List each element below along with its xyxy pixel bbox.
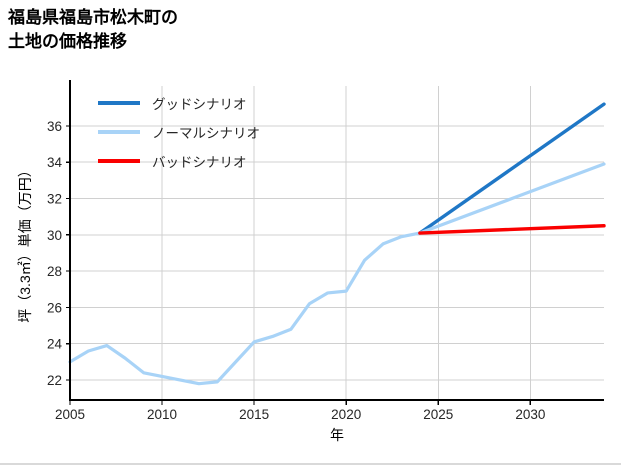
legend-label-3: バッドシナリオ xyxy=(152,155,247,170)
x-tick-label: 2025 xyxy=(423,407,453,422)
series-group xyxy=(68,102,606,386)
y-axis-tick-labels: 22 24 26 28 30 32 34 36 xyxy=(47,119,63,388)
y-tick-label: 24 xyxy=(47,337,63,352)
x-tick-label: 2010 xyxy=(147,407,177,422)
series-line-3 xyxy=(418,224,606,235)
y-tick-label: 36 xyxy=(47,119,62,134)
axis-spines xyxy=(68,80,604,402)
y-tick-label: 30 xyxy=(47,228,62,243)
y-tick-label: 32 xyxy=(47,192,62,207)
legend-label-1: グッドシナリオ xyxy=(152,97,247,112)
y-tick-label: 28 xyxy=(47,264,62,279)
page-title: 福島県福島市松木町の 土地の価格推移 xyxy=(8,8,178,52)
y-axis-title: 坪（3.3㎡）単価（万円） xyxy=(17,163,33,322)
series-line-1 xyxy=(418,102,606,235)
y-tick-label: 26 xyxy=(47,300,62,315)
legend-label-2: ノーマルシナリオ xyxy=(152,126,260,141)
axis-titles-group: 年 坪（3.3㎡）単価（万円） xyxy=(17,163,344,443)
x-tick-label: 2020 xyxy=(331,407,361,422)
gridlines-group xyxy=(69,86,604,400)
x-tick-label: 2005 xyxy=(55,407,85,422)
axis-ticks-group xyxy=(66,125,531,405)
y-tick-label: 22 xyxy=(47,373,62,388)
x-axis-tick-labels: 2005 2010 2015 2020 2025 2030 xyxy=(55,407,545,422)
x-tick-label: 2030 xyxy=(515,407,545,422)
x-axis-title: 年 xyxy=(330,427,344,443)
x-tick-label: 2015 xyxy=(239,407,269,422)
series-line-2 xyxy=(68,162,606,386)
y-tick-label: 34 xyxy=(47,155,63,170)
